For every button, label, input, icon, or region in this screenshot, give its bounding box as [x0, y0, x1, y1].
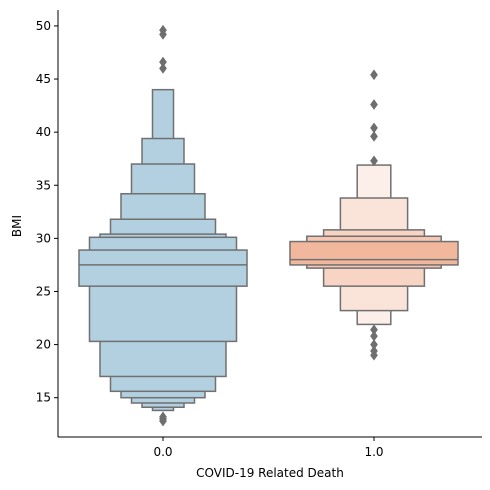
y-tick-label: 15	[36, 391, 51, 405]
y-ticks: 15 20 25 30 35 40 45 50	[36, 19, 58, 405]
outlier-point	[370, 122, 378, 134]
boxen-group-1.0	[289, 69, 459, 361]
boxen-box	[78, 249, 248, 287]
x-tick-label: 1.0	[364, 445, 383, 459]
y-tick-label: 30	[36, 231, 51, 245]
y-tick-label: 45	[36, 72, 51, 86]
outlier-point	[370, 339, 378, 351]
y-tick-label: 20	[36, 338, 51, 352]
outlier-point	[370, 130, 378, 142]
y-tick-label: 40	[36, 125, 51, 139]
outlier-point	[370, 345, 378, 357]
x-tick-label: 0.0	[153, 445, 172, 459]
outlier-point	[370, 69, 378, 81]
boxen-box	[289, 240, 459, 266]
outlier-point	[370, 324, 378, 336]
x-ticks: 0.0 1.0	[153, 437, 384, 459]
outlier-point	[159, 24, 167, 36]
x-axis-label: COVID-19 Related Death	[196, 466, 344, 480]
y-tick-label: 35	[36, 178, 51, 192]
plot-area	[78, 24, 459, 427]
outlier-point	[159, 411, 167, 423]
outlier-point	[370, 99, 378, 110]
y-tick-label: 25	[36, 284, 51, 298]
boxen-group-0.0	[78, 24, 248, 427]
y-axis-label: BMI	[10, 215, 24, 237]
outlier-point	[370, 155, 378, 167]
outlier-point	[159, 56, 167, 68]
y-tick-label: 50	[36, 19, 51, 33]
outlier-point	[370, 330, 378, 342]
outlier-point	[159, 62, 167, 74]
axes	[57, 10, 482, 438]
